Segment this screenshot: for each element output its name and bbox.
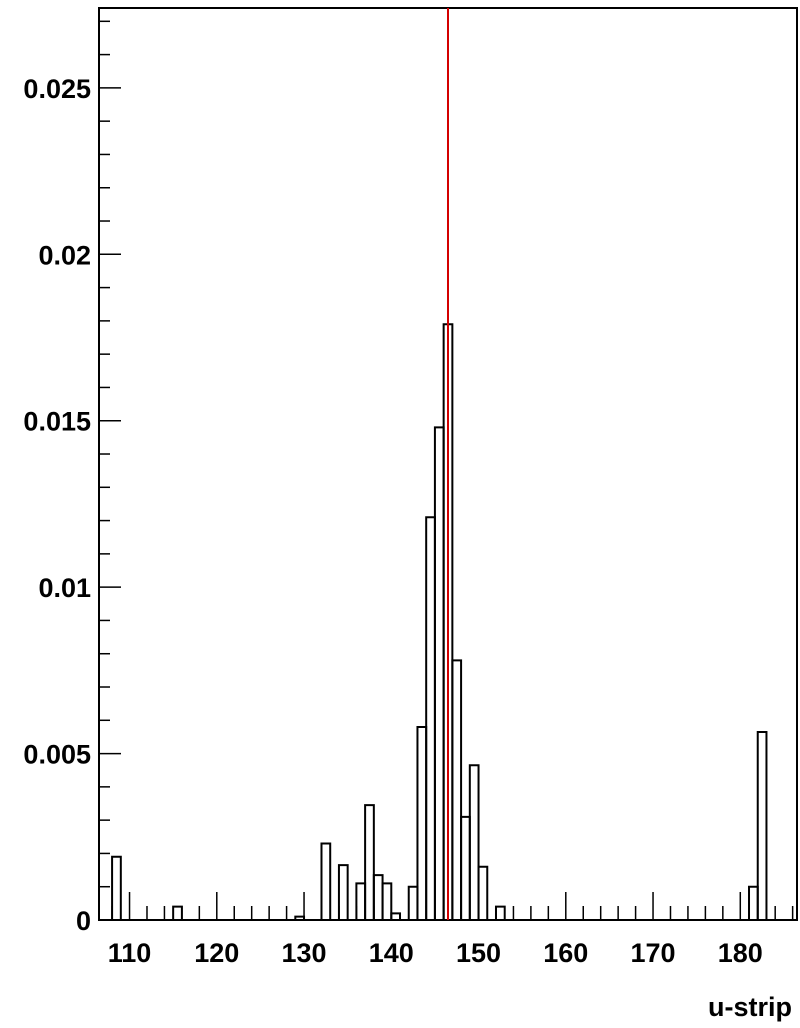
x-tick-label: 130 [282, 938, 327, 968]
histogram-bin [748, 885, 759, 920]
histogram-bin [433, 426, 445, 920]
x-tick-label: 120 [194, 938, 239, 968]
histogram-bin [172, 905, 183, 920]
histogram-bin [756, 730, 768, 920]
histogram-bin [451, 659, 463, 920]
x-tick-label: 160 [543, 938, 588, 968]
x-axis: 110 120 130 140 150 160 170 180 [108, 892, 794, 968]
histogram-bin [355, 882, 367, 920]
histogram-bin [381, 882, 393, 920]
histogram-bin [294, 915, 306, 920]
y-tick-label: 0 [76, 906, 91, 936]
histogram-bin [416, 725, 428, 920]
y-tick-label: 0.02 [38, 240, 91, 270]
x-tick-label: 140 [369, 938, 414, 968]
histogram-series [111, 323, 768, 920]
y-tick-label: 0.01 [38, 573, 91, 603]
x-tick-label: 170 [631, 938, 676, 968]
histogram-bin [337, 864, 349, 920]
x-tick-label: 150 [456, 938, 501, 968]
y-tick-label: 0.005 [23, 740, 91, 770]
histogram-bin [494, 905, 506, 920]
histogram-bin [390, 912, 402, 920]
y-tick-label: 0.015 [23, 407, 91, 437]
histogram-bin [460, 815, 471, 920]
histogram-bin [477, 865, 489, 920]
y-tick-label: 0.025 [23, 74, 91, 104]
x-tick-label: 110 [108, 938, 152, 968]
histogram-bin [407, 885, 419, 920]
histogram-bin [372, 874, 384, 920]
y-axis: 0 0.005 0.01 0.015 0.02 0.025 [23, 20, 121, 936]
x-axis-label: u-strip [708, 992, 792, 1022]
histogram-bin [468, 764, 480, 920]
histogram-bin [425, 516, 436, 920]
histogram-bin [320, 842, 332, 920]
x-tick-label: 180 [718, 938, 763, 968]
histogram-bin [364, 804, 375, 920]
histogram-bin [111, 855, 122, 920]
